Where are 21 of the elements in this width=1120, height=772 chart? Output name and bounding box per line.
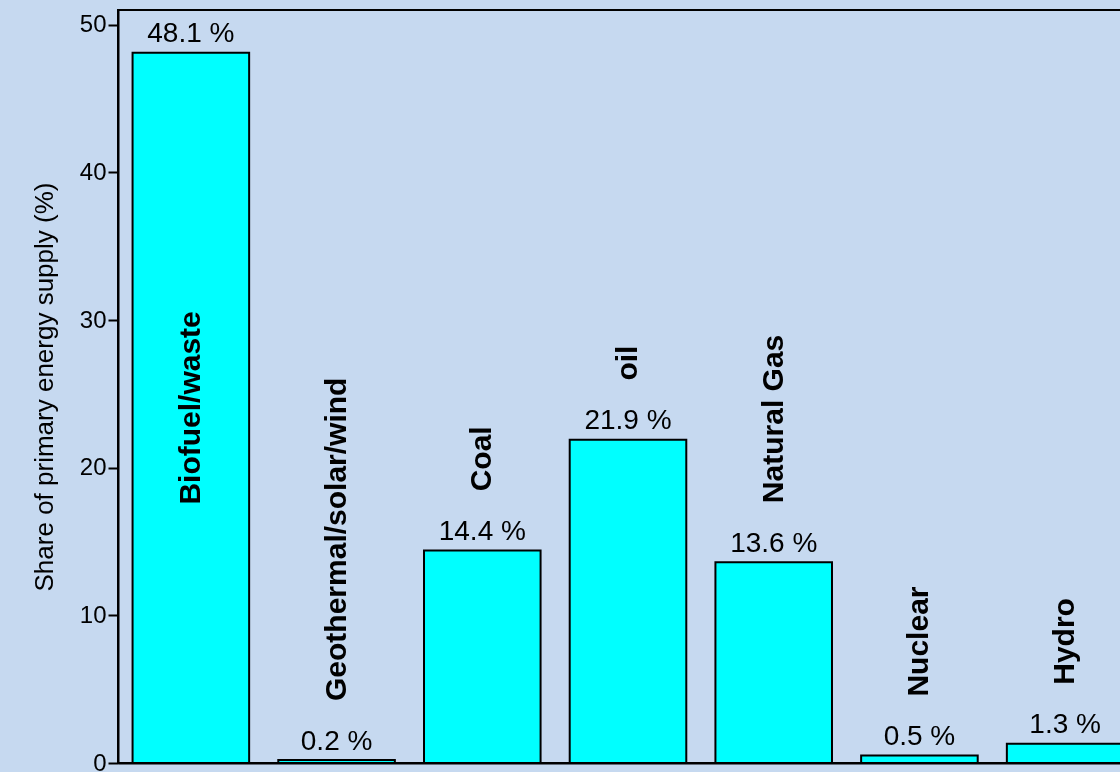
x-tick-label: Coal (464, 426, 498, 492)
data-label: 1.3 % (1029, 708, 1101, 740)
y-axis-title: Share of primary energy supply (%) (28, 182, 59, 592)
data-label: 13.6 % (730, 526, 818, 558)
x-tick-label: Hydro (1047, 598, 1081, 685)
y-tick-label: 30 (79, 305, 107, 333)
x-tick-label: Geothermal/solar/wind (318, 377, 352, 701)
data-label: 14.4 % (438, 514, 526, 546)
x-tick-label: Natural Gas (755, 334, 789, 504)
data-label: 21.9 % (584, 404, 672, 436)
y-tick-label: 10 (79, 600, 107, 628)
y-tick-label: 20 (79, 453, 107, 481)
y-tick-label: 50 (79, 10, 107, 38)
x-tick-label: Biofuel/waste (172, 311, 206, 505)
data-label: 0.5 % (883, 720, 956, 752)
data-label: 48.1 % (147, 17, 235, 49)
x-tick-label: Nuclear (901, 586, 935, 697)
x-tick-label: oil (610, 345, 643, 381)
data-label: 0.2 % (300, 724, 373, 756)
y-tick-label: 40 (79, 157, 107, 185)
y-tick-label: 0 (93, 748, 107, 772)
